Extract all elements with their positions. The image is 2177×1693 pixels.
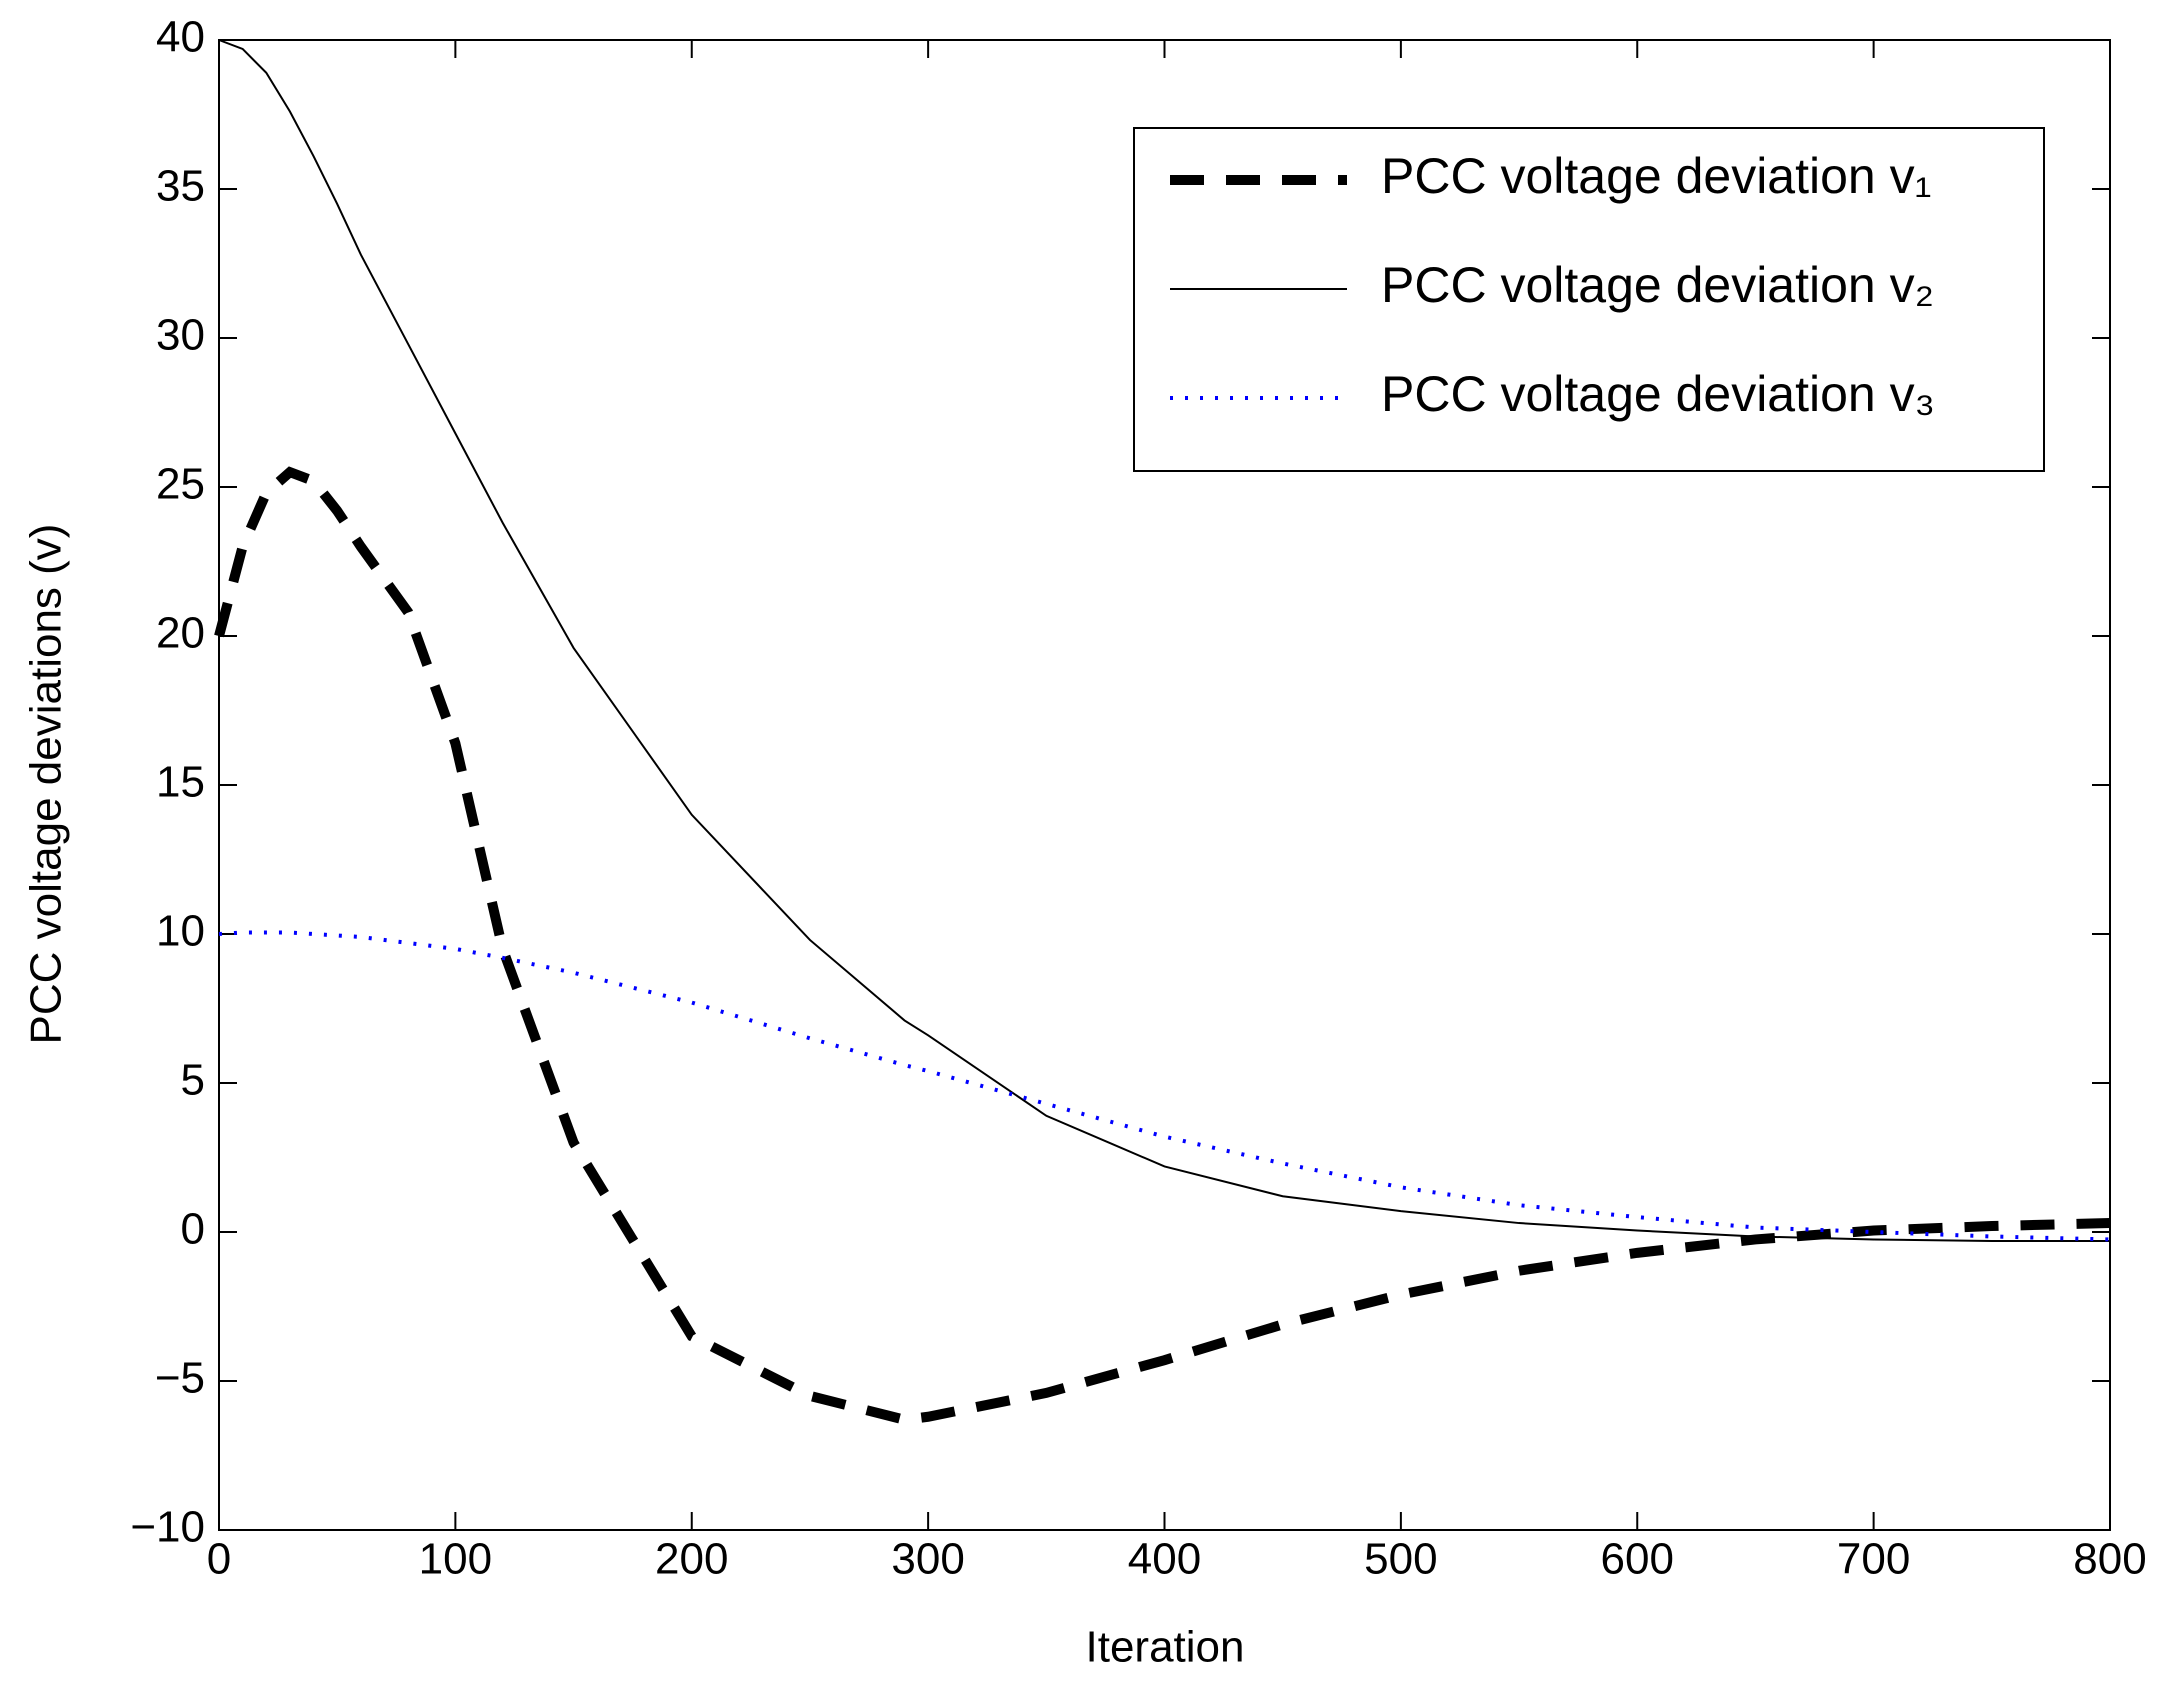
y-axis-label: PCC voltage deviations (v) — [22, 524, 71, 1045]
plot-frame — [218, 39, 2111, 1531]
series-line — [214, 466, 2111, 1425]
y-tick-label: 10 — [156, 907, 205, 956]
x-tick-label: 700 — [1837, 1535, 1910, 1584]
y-tick-label: 35 — [156, 162, 205, 211]
x-tick-label: 500 — [1364, 1535, 1437, 1584]
y-tick-label: 30 — [156, 311, 205, 360]
legend-box — [1133, 127, 2045, 472]
y-tick-label: 0 — [181, 1205, 205, 1254]
x-tick-label: 800 — [2073, 1535, 2146, 1584]
y-tick-label: 20 — [156, 609, 205, 658]
x-axis-label: Iteration — [1086, 1623, 1245, 1672]
legend-label: PCC voltage deviation v₃ — [1381, 366, 1935, 422]
x-tick-label: 400 — [1128, 1535, 1201, 1584]
y-tick-label: 15 — [156, 758, 205, 807]
y-tick-label: −10 — [130, 1503, 205, 1552]
x-tick-label: 600 — [1601, 1535, 1674, 1584]
legend-label: PCC voltage deviation v₂ — [1381, 257, 1934, 313]
x-tick-label: 300 — [891, 1535, 964, 1584]
x-tick-label: 100 — [419, 1535, 492, 1584]
x-tick-label: 200 — [655, 1535, 728, 1584]
x-tick-label: 0 — [207, 1535, 231, 1584]
legend-label: PCC voltage deviation v₁ — [1381, 148, 1932, 204]
y-tick-label: −5 — [155, 1354, 205, 1403]
y-tick-label: 40 — [156, 13, 205, 62]
series-line — [218, 39, 2110, 1242]
y-tick-label: 5 — [181, 1056, 205, 1105]
series-line — [218, 930, 2111, 1242]
y-tick-label: 25 — [156, 460, 205, 509]
